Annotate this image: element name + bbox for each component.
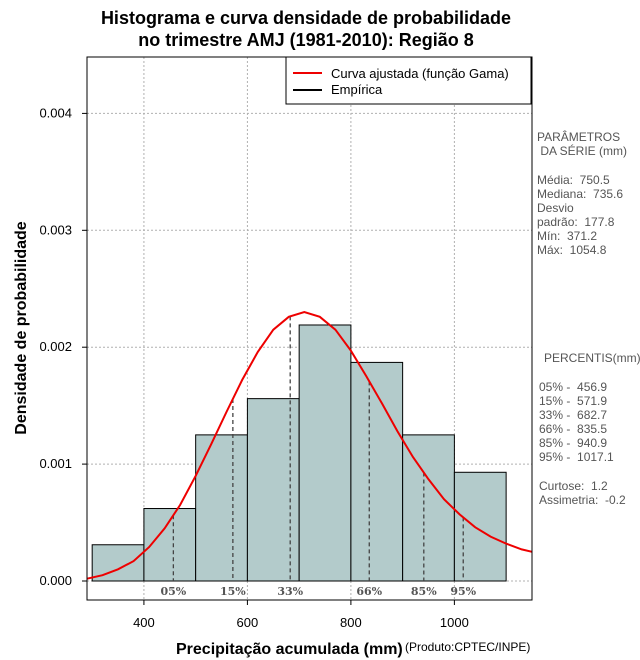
stat-desvio-1: Desvio bbox=[537, 201, 574, 215]
percentil-05: 05% - 456.9 bbox=[539, 380, 608, 394]
y-axis-label: Densidade de probabilidade bbox=[13, 221, 30, 434]
percentil-95: 95% - 1017.1 bbox=[539, 450, 614, 464]
percentile-markers: 05% 15% 33% 66% 85% 95% bbox=[160, 316, 477, 598]
stat-min: Mín: 371.2 bbox=[537, 229, 598, 243]
histogram-bar bbox=[246, 398, 300, 582]
legend-box bbox=[285, 56, 532, 105]
stat-mediana: Mediana: 735.6 bbox=[537, 187, 624, 201]
fitted-gamma-curve bbox=[86, 311, 533, 580]
histogram-bars bbox=[91, 324, 507, 582]
percentile-label: 15% bbox=[220, 585, 246, 598]
y-tick-label: 0.003 bbox=[39, 222, 72, 237]
histogram-bar bbox=[453, 471, 507, 582]
params-title-1: PARÂMETROS bbox=[537, 130, 621, 144]
x-tick-label: 1000 bbox=[440, 615, 469, 630]
percentis-title: PERCENTIS(mm) bbox=[544, 351, 640, 365]
percentil-85: 85% - 940.9 bbox=[539, 436, 608, 450]
percentile-label: 33% bbox=[277, 585, 303, 598]
y-tick-label: 0.001 bbox=[39, 456, 72, 471]
stat-assimetria: Assimetria: -0.2 bbox=[539, 493, 626, 507]
percentile-label: 85% bbox=[411, 585, 437, 598]
percentil-15: 15% - 571.9 bbox=[539, 394, 608, 408]
stat-desvio-2: padrão: 177.8 bbox=[537, 215, 615, 229]
x-tick-label: 600 bbox=[237, 615, 259, 630]
percentil-66: 66% - 835.5 bbox=[539, 422, 608, 436]
chart-title-line2: no trimestre AMJ (1981-2010): Região 8 bbox=[138, 30, 474, 50]
y-tick-label: 0.000 bbox=[39, 573, 72, 588]
chart-title-line1: Histograma e curva densidade de probabil… bbox=[100, 8, 512, 28]
percentile-label: 66% bbox=[356, 585, 382, 598]
histogram-bar bbox=[350, 361, 404, 582]
product-credit: (Produto:CPTEC/INPE) bbox=[405, 640, 531, 654]
x-axis-label: Precipitação acumulada (mm) bbox=[176, 641, 403, 658]
histogram-bar bbox=[402, 434, 455, 582]
x-tick-label: 800 bbox=[340, 615, 362, 630]
axes: 0.000 0.001 0.002 0.003 0.004 400 600 800 1000 bbox=[39, 105, 468, 630]
percentile-label: 05% bbox=[160, 585, 186, 598]
stat-curtose: Curtose: 1.2 bbox=[539, 479, 608, 493]
y-tick-label: 0.002 bbox=[39, 339, 72, 354]
percentil-33: 33% - 682.7 bbox=[539, 408, 608, 422]
percentile-label: 95% bbox=[450, 585, 476, 598]
histogram-bar bbox=[195, 434, 248, 582]
legend-curve-label: Curva ajustada (função Gama) bbox=[331, 66, 509, 81]
legend-empirical-label: Empírica bbox=[331, 82, 383, 97]
y-tick-label: 0.004 bbox=[39, 105, 72, 120]
legend: Curva ajustada (função Gama) Empírica bbox=[285, 56, 532, 105]
stat-media: Média: 750.5 bbox=[537, 173, 610, 187]
x-tick-label: 400 bbox=[133, 615, 155, 630]
histogram-bar bbox=[298, 324, 352, 582]
params-title-2: DA SÉRIE (mm) bbox=[537, 144, 628, 158]
stat-max: Máx: 1054.8 bbox=[537, 243, 607, 257]
